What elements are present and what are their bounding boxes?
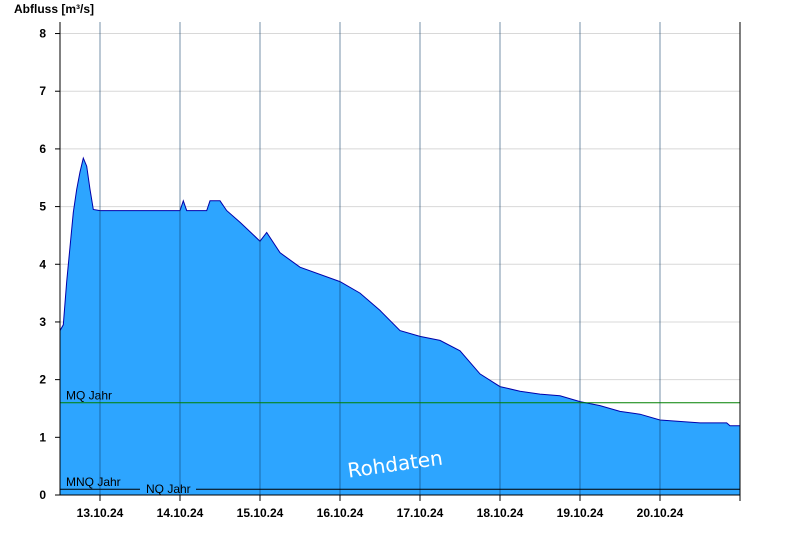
x-tick-label: 14.10.24 [157,506,204,520]
nq-label: NQ Jahr [146,482,191,496]
discharge-area [59,156,741,496]
y-tick-label: 7 [39,84,46,98]
x-tick-label: 20.10.24 [637,506,684,520]
axes [59,22,741,496]
y-tick-label: 1 [39,430,46,444]
y-tick-label: 5 [39,200,46,214]
reference-lines: MQ Jahr MNQ Jahr NQ Jahr [60,389,740,496]
x-tick-label: 16.10.24 [317,506,364,520]
x-tick-label: 18.10.24 [477,506,524,520]
y-tick-label: 6 [39,142,46,156]
x-tick-label: 15.10.24 [237,506,284,520]
y-tick-label: 2 [39,373,46,387]
x-ticks: 13.10.24 14.10.24 15.10.24 16.10.24 17.10.24… [77,495,741,520]
x-tick-label: 19.10.24 [557,506,604,520]
y-tick-label: 8 [39,27,46,41]
mq-label: MQ Jahr [66,389,112,403]
mnq-label: MNQ Jahr [66,475,121,489]
day-separator-lines [99,22,661,495]
x-tick-label: 17.10.24 [397,506,444,520]
y-axis-label: Abfluss [m³/s] [14,2,94,16]
y-tick-label: 0 [39,488,46,502]
y-tick-label: 3 [39,315,46,329]
x-tick-label: 13.10.24 [77,506,124,520]
y-ticks: 0 1 2 3 4 5 6 7 8 [39,27,60,502]
y-tick-label: 4 [39,257,46,271]
